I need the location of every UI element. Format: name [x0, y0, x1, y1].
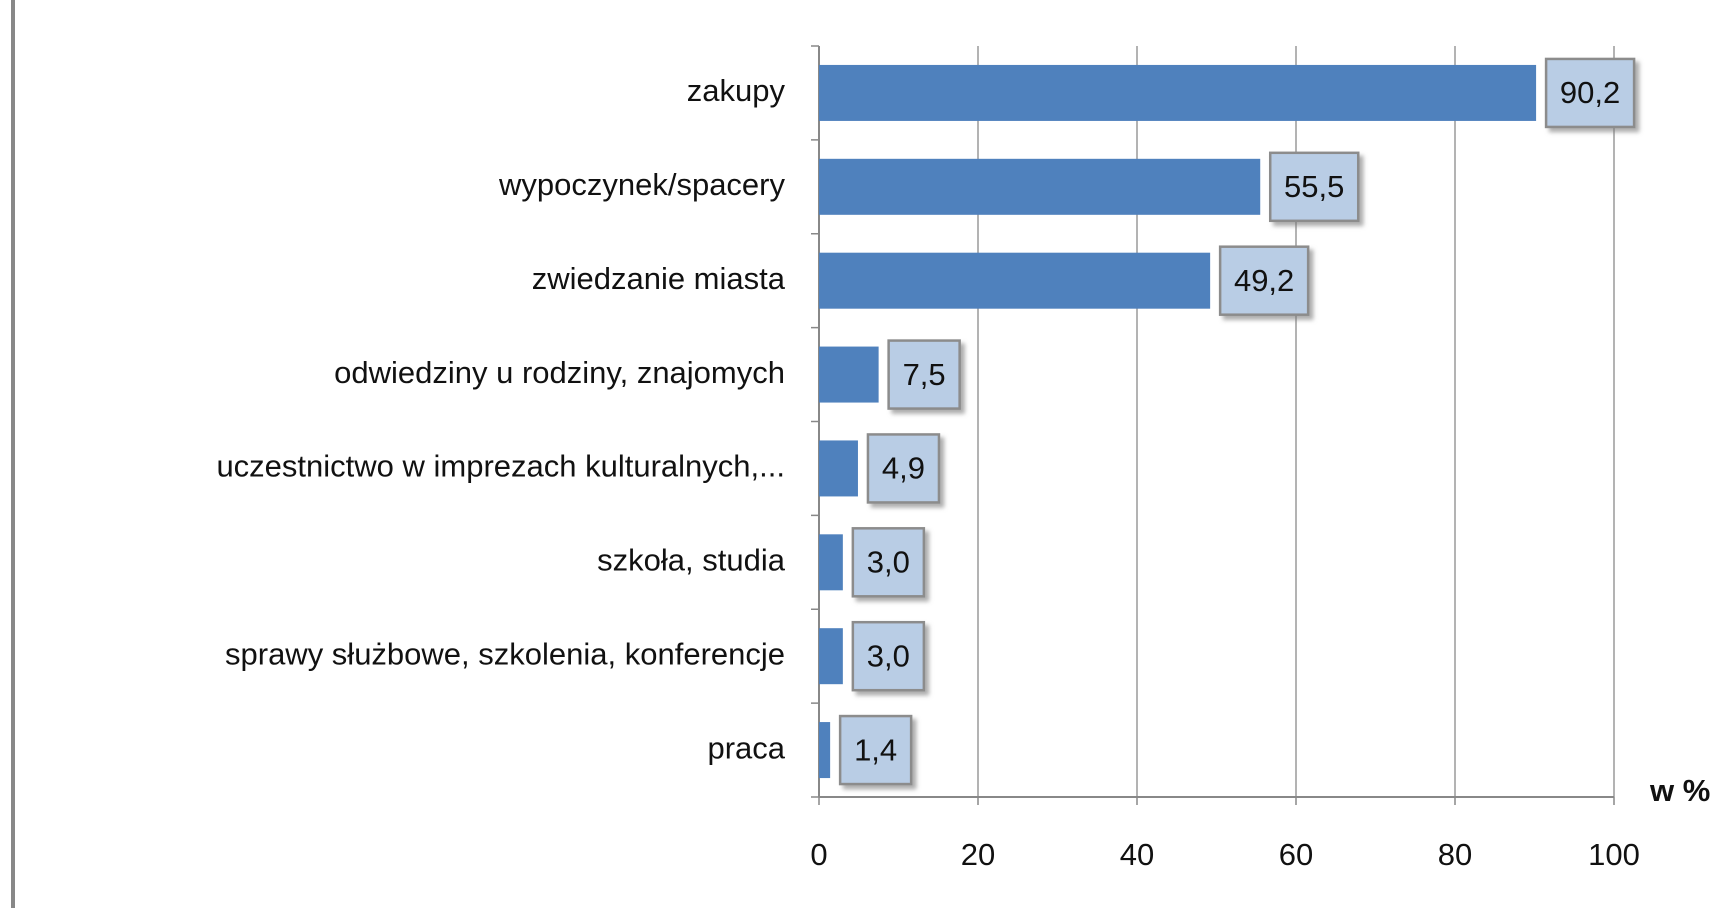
y-tick-label: wypoczynek/spacery: [498, 167, 786, 202]
value-label: 7,5: [903, 357, 946, 392]
bar: [819, 64, 1537, 121]
value-label: 3,0: [867, 638, 910, 673]
value-label: 90,2: [1560, 75, 1620, 110]
x-tick-label: 60: [1279, 837, 1313, 872]
value-label: 4,9: [882, 451, 925, 486]
bar: [819, 440, 858, 497]
value-label: 49,2: [1234, 263, 1294, 298]
y-tick-label: sprawy służbowe, szkolenia, konferencje: [225, 636, 785, 671]
y-tick-label: uczestnictwo w imprezach kulturalnych,..…: [216, 449, 785, 484]
bar: [819, 534, 843, 591]
value-label: 55,5: [1284, 169, 1344, 204]
bar: [819, 722, 831, 779]
value-label: 3,0: [867, 545, 910, 580]
value-label: 1,4: [854, 732, 897, 767]
y-tick-label: praca: [707, 730, 785, 765]
y-tick-label: szkoła, studia: [597, 543, 786, 578]
bar: [819, 158, 1261, 215]
x-axis-label: w %: [1649, 773, 1710, 808]
value-label-box: [1218, 245, 1310, 316]
bar: [819, 252, 1211, 309]
value-label-box: [851, 620, 926, 692]
x-tick-label: 40: [1120, 837, 1154, 872]
x-tick-label: 0: [810, 837, 827, 872]
x-tick-label: 80: [1438, 837, 1472, 872]
value-label-box: [851, 527, 926, 598]
value-label-box: [887, 339, 961, 410]
value-label-box: [866, 433, 941, 504]
x-tick-label: 100: [1588, 837, 1640, 872]
y-tick-label: zwiedzanie miasta: [532, 261, 786, 296]
value-label-box: [1544, 57, 1636, 129]
y-tick-label: zakupy: [687, 73, 786, 108]
bar: [819, 346, 879, 403]
x-tick-label: 20: [961, 837, 995, 872]
value-label-box: [1268, 151, 1360, 223]
y-tick-label: odwiedziny u rodziny, znajomych: [334, 355, 785, 390]
bar: [819, 628, 843, 685]
value-label-box: [838, 714, 913, 786]
